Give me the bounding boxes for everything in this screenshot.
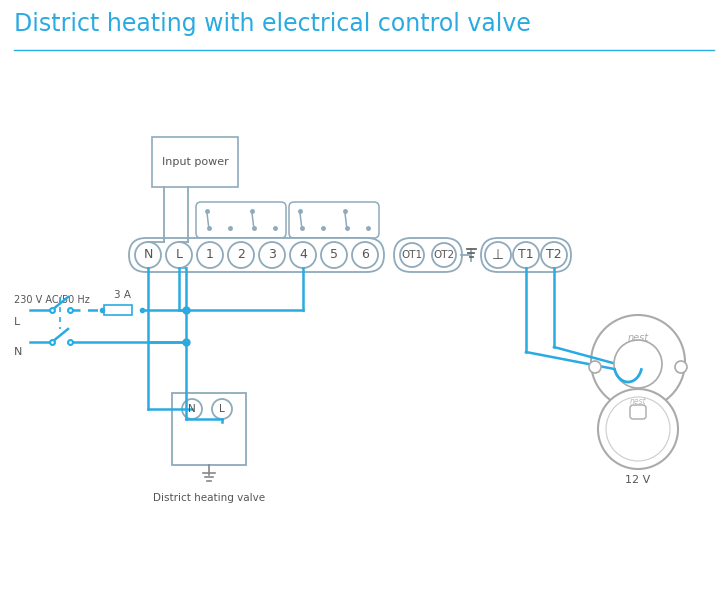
Circle shape [182,399,202,419]
Text: District heating with electrical control valve: District heating with electrical control… [14,12,531,36]
Circle shape [432,243,456,267]
Text: N: N [188,404,196,414]
Bar [172,393,246,465]
Text: 3: 3 [268,248,276,261]
Text: T1: T1 [518,248,534,261]
Circle shape [513,242,539,268]
Circle shape [321,242,347,268]
Text: nest: nest [628,333,649,343]
Text: N: N [14,347,23,357]
Circle shape [352,242,378,268]
Text: ⊥: ⊥ [492,248,504,262]
Text: 2: 2 [237,248,245,261]
Circle shape [541,242,567,268]
Circle shape [135,242,161,268]
Text: District heating valve: District heating valve [153,493,265,503]
Circle shape [589,361,601,373]
Text: 1: 1 [206,248,214,261]
Text: nest: nest [630,397,646,406]
FancyBboxPatch shape [394,238,462,272]
Circle shape [591,315,685,409]
Circle shape [259,242,285,268]
Circle shape [598,389,678,469]
Circle shape [290,242,316,268]
Text: L: L [219,404,225,414]
Text: 5: 5 [330,248,338,261]
Circle shape [485,242,511,268]
Circle shape [197,242,223,268]
Circle shape [228,242,254,268]
FancyBboxPatch shape [289,202,379,238]
Text: 6: 6 [361,248,369,261]
FancyBboxPatch shape [630,405,646,419]
Text: OT2: OT2 [433,250,454,260]
FancyBboxPatch shape [196,202,286,238]
Circle shape [606,397,670,461]
Text: 3 A: 3 A [114,290,130,300]
Text: N: N [143,248,153,261]
FancyBboxPatch shape [129,238,384,272]
Circle shape [675,361,687,373]
Bar [104,305,132,315]
Circle shape [614,340,662,388]
Circle shape [212,399,232,419]
Text: 230 V AC/50 Hz: 230 V AC/50 Hz [14,295,90,305]
Bar [152,137,238,187]
FancyBboxPatch shape [481,238,571,272]
Text: T2: T2 [546,248,562,261]
Text: 4: 4 [299,248,307,261]
Text: 12 V: 12 V [625,475,651,485]
Text: Input power: Input power [162,157,229,167]
Text: L: L [175,248,183,261]
Text: OT1: OT1 [401,250,422,260]
Circle shape [166,242,192,268]
Circle shape [400,243,424,267]
Text: L: L [14,317,20,327]
